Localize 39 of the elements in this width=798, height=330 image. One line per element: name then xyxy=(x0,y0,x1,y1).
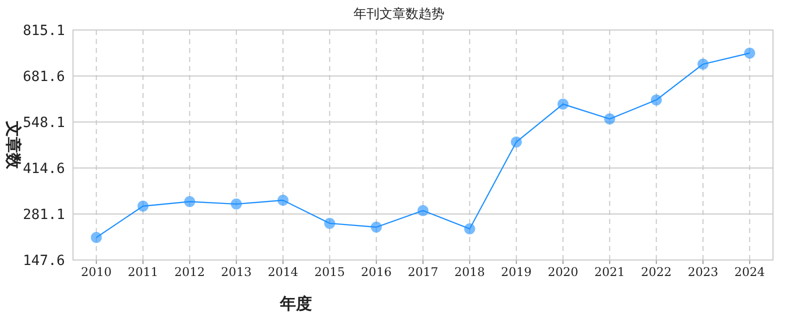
point xyxy=(370,222,382,233)
x-tick-label: 2015 xyxy=(314,265,345,279)
point xyxy=(744,48,756,59)
y-tick-label: 815.1 xyxy=(22,23,65,39)
y-tick-label: 147.6 xyxy=(22,253,65,269)
y-tick-label: 281.1 xyxy=(22,207,65,223)
x-tick-label: 2012 xyxy=(174,265,205,279)
y-tick-label: 681.6 xyxy=(22,69,65,85)
x-tick-label: 2019 xyxy=(501,265,532,279)
x-tick-label: 2020 xyxy=(548,265,578,279)
point xyxy=(138,200,148,212)
point xyxy=(510,136,522,148)
x-tick-label: 2013 xyxy=(221,265,252,279)
chart-title: 年刊文章数趋势 xyxy=(354,7,444,22)
x-axis-title: 年度 xyxy=(279,294,312,313)
x-tick-label: 2022 xyxy=(641,265,672,279)
point xyxy=(90,232,102,243)
x-tick-label: 2017 xyxy=(408,265,438,279)
point xyxy=(650,94,662,106)
point xyxy=(698,58,708,70)
x-tick-label: 2018 xyxy=(454,265,485,279)
point xyxy=(184,196,196,208)
x-tick-label: 2010 xyxy=(81,265,112,279)
point xyxy=(324,218,336,229)
point xyxy=(230,198,242,210)
point xyxy=(604,113,616,124)
x-tick-label: 2016 xyxy=(361,265,392,279)
point xyxy=(558,98,568,110)
point xyxy=(418,205,428,216)
x-tick-label: 2023 xyxy=(688,265,718,279)
y-tick-label: 414.6 xyxy=(22,161,65,177)
y-axis-title: 文章数 xyxy=(4,120,23,170)
x-tick-label: 2011 xyxy=(128,265,158,279)
x-tick-label: 2024 xyxy=(734,265,766,279)
x-tick-label: 2021 xyxy=(594,265,625,279)
x-tick-label: 2014 xyxy=(268,265,299,279)
point xyxy=(464,223,476,234)
point xyxy=(278,194,288,206)
y-tick-label: 548.1 xyxy=(22,115,65,131)
